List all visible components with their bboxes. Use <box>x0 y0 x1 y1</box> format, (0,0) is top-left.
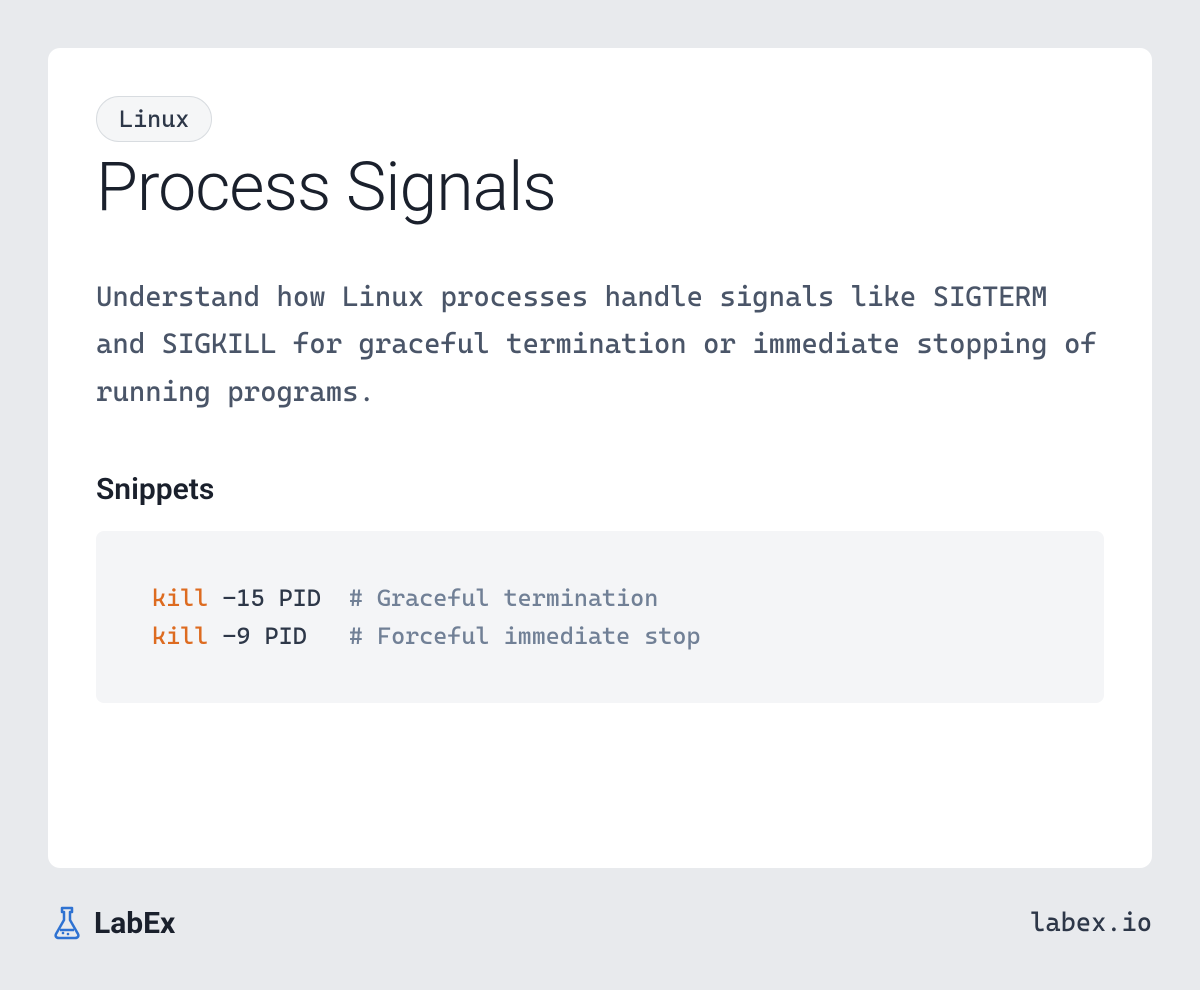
content-card: Linux Process Signals Understand how Lin… <box>48 48 1152 868</box>
code-comment: # Graceful termination <box>349 584 658 612</box>
code-args: -15 PID <box>208 584 349 612</box>
snippets-heading: Snippets <box>96 472 1104 507</box>
site-url: labex.io <box>1030 908 1152 938</box>
code-comment: # Forceful immediate stop <box>349 622 701 650</box>
logo-text: LabEx <box>94 906 175 941</box>
code-line: kill -15 PID # Graceful termination <box>152 579 1048 617</box>
code-command: kill <box>152 622 208 650</box>
description-text: Understand how Linux processes handle si… <box>96 273 1104 416</box>
footer: LabEx labex.io <box>48 868 1152 942</box>
category-tag: Linux <box>96 96 212 142</box>
code-command: kill <box>152 584 208 612</box>
flask-icon <box>48 904 86 942</box>
logo: LabEx <box>48 904 175 942</box>
code-block: kill -15 PID # Graceful termination kill… <box>96 531 1104 704</box>
code-args: -9 PID <box>208 622 349 650</box>
code-line: kill -9 PID # Forceful immediate stop <box>152 617 1048 655</box>
page-title: Process Signals <box>96 150 1104 225</box>
